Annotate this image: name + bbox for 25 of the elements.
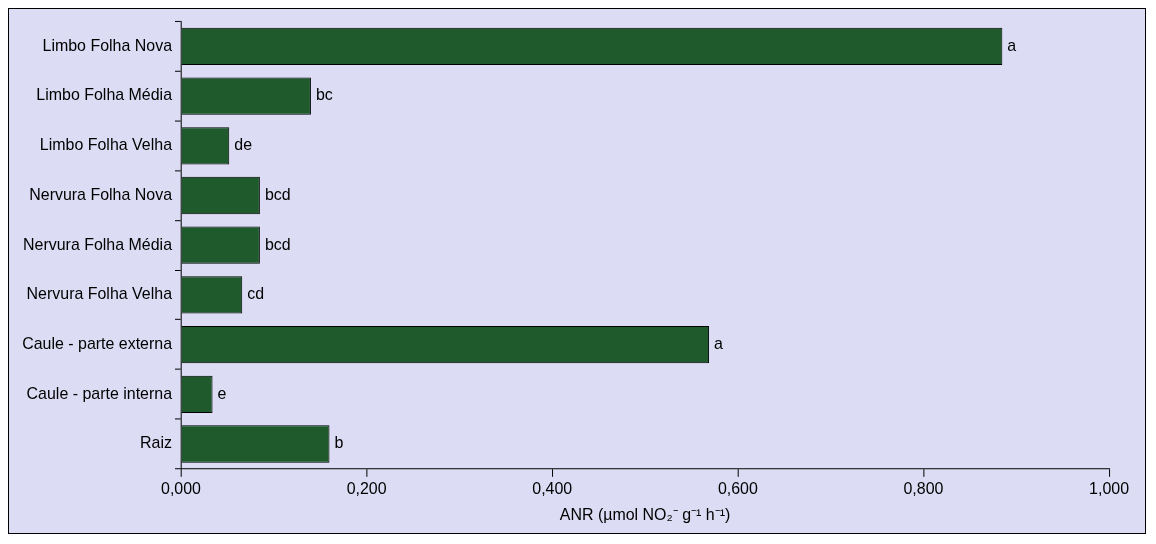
x-tick-label: 0,400	[532, 479, 573, 497]
y-tick-label: Caule - parte interna	[26, 384, 173, 402]
annotation: e	[217, 384, 227, 402]
annotation: bcd	[264, 185, 291, 203]
annotation: a	[714, 335, 724, 352]
y-tick-label: Limbo Folha Velha	[39, 136, 173, 154]
y-tick-label: Caule - parte externa	[22, 335, 173, 352]
x-tick-label: 1,000	[1089, 479, 1130, 497]
x-tick-label: 0,000	[161, 479, 202, 497]
annotation: bc	[315, 86, 333, 104]
y-tick-label: Limbo Folha Nova	[42, 36, 173, 54]
annotation: de	[234, 136, 253, 154]
x-tick-label: 0,200	[346, 479, 387, 497]
y-tick-label: Nervura Folha Média	[23, 235, 173, 253]
y-tick-label: Raiz	[140, 434, 173, 452]
annotation: cd	[247, 285, 265, 303]
annotation: a	[1007, 36, 1017, 54]
annotation: b	[334, 434, 344, 452]
y-tick-label: Nervura Folha Velha	[26, 285, 173, 303]
x-tick-label: 0,800	[903, 479, 944, 497]
y-tick-label: Limbo Folha Média	[36, 86, 173, 104]
annotation: bcd	[264, 235, 291, 253]
x-tick-label: 0,600	[717, 479, 758, 497]
x-axis-title: ANR (µmol NO₂⁻ g⁻¹ h⁻¹)	[559, 505, 731, 523]
y-tick-label: Nervura Folha Nova	[29, 185, 173, 203]
